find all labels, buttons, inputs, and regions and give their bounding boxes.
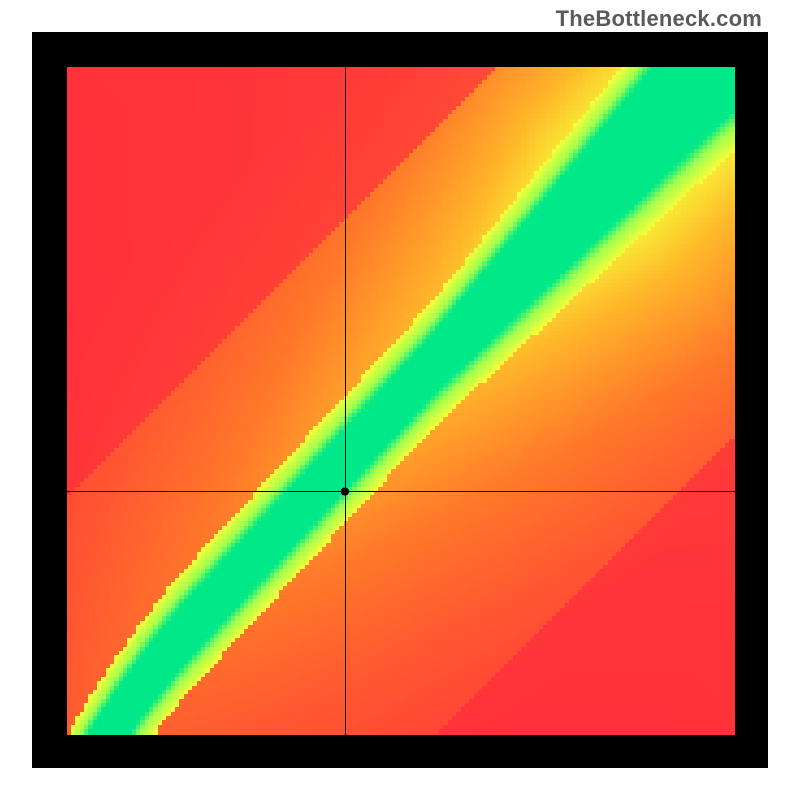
watermark-text: TheBottleneck.com — [556, 6, 762, 32]
heatmap-canvas — [32, 32, 768, 768]
bottleneck-heatmap — [32, 32, 768, 768]
